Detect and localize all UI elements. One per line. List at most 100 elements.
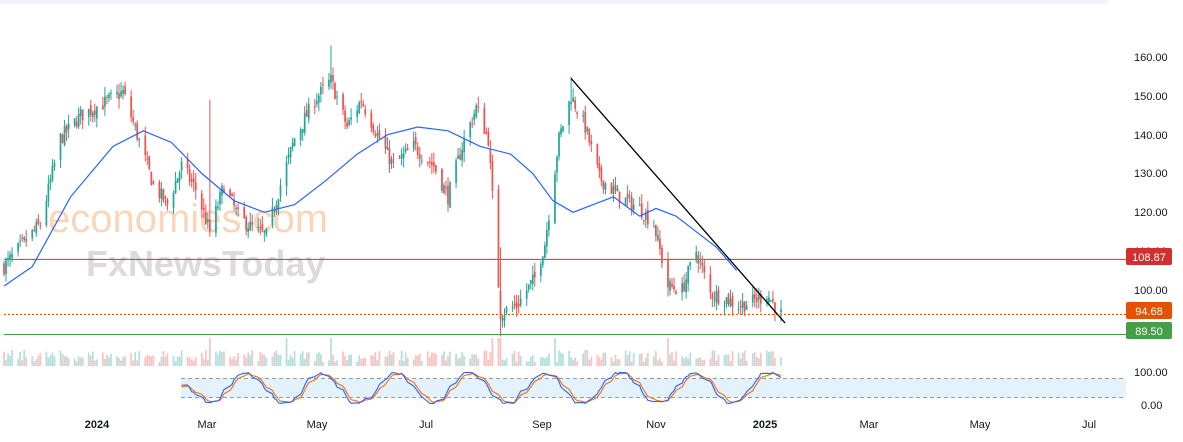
candle-body	[725, 297, 728, 305]
volume-bar	[190, 359, 193, 366]
volume-bar	[604, 352, 607, 366]
candle-body	[604, 183, 607, 190]
volume-bar	[586, 350, 589, 366]
volume-bar	[313, 361, 316, 366]
candle-body	[37, 218, 40, 224]
volume-bar	[558, 350, 560, 366]
candle-body	[108, 94, 110, 99]
volume-bar	[511, 353, 514, 366]
volume-bar	[342, 351, 344, 366]
candle-body	[319, 86, 322, 95]
candle-body	[737, 309, 740, 311]
volume-bar	[699, 357, 702, 366]
candle-body	[148, 156, 151, 170]
stochastic-d-line	[181, 372, 782, 404]
candle-body	[110, 93, 112, 95]
candle-body	[652, 226, 655, 228]
volume-bar	[305, 352, 308, 366]
volume-bar	[652, 356, 655, 366]
volume-bar	[106, 355, 108, 366]
candle-body	[263, 231, 266, 233]
volume-bar	[348, 354, 350, 366]
candle-body	[25, 238, 28, 242]
price-axis[interactable]: 160.00 150.00 140.00 130.00 120.00 110.0…	[1134, 52, 1168, 412]
volume-bar	[11, 350, 13, 366]
volume-bar	[102, 352, 104, 366]
candle-body	[669, 280, 671, 291]
volume-bar	[63, 356, 66, 366]
volume-bar	[229, 356, 231, 366]
candle-body	[449, 182, 451, 208]
candle-body	[743, 301, 746, 312]
volume-bar	[39, 353, 42, 366]
candle-body	[525, 290, 528, 299]
candle-body	[487, 131, 490, 146]
volume-bar	[273, 352, 276, 366]
candle-body	[517, 304, 520, 307]
time-label-jul: Jul	[419, 419, 433, 431]
candle-body	[766, 299, 768, 302]
candle-body	[152, 181, 155, 184]
volume-bar	[614, 354, 617, 366]
volume-bar	[435, 353, 437, 366]
candle-body	[632, 204, 635, 210]
candle-body	[259, 227, 262, 229]
volume-bar	[263, 354, 266, 366]
volume-bar	[110, 353, 112, 366]
candle-body	[757, 294, 760, 300]
volume-bar	[160, 356, 163, 366]
volume-bar	[598, 357, 601, 366]
descending-trendline	[570, 78, 786, 324]
candle-body	[51, 165, 54, 180]
candle-body	[59, 134, 62, 160]
candle-body	[223, 188, 225, 193]
candle-body	[235, 207, 237, 209]
candle-body	[265, 228, 268, 235]
volume-bar	[7, 353, 9, 366]
candle-body	[715, 291, 718, 303]
candle-body	[539, 264, 542, 276]
candle-body	[568, 101, 570, 125]
candle-body	[53, 162, 56, 168]
volume-bar	[757, 358, 760, 366]
candle-body	[378, 130, 381, 139]
volume-bar	[233, 356, 235, 366]
volume-bar	[673, 360, 675, 366]
candle-body	[315, 101, 318, 105]
candle-body	[473, 113, 476, 121]
candle-body	[164, 196, 167, 198]
candle-body	[426, 162, 429, 164]
candle-body	[47, 183, 50, 202]
volume-bar	[158, 361, 161, 366]
candle-body	[497, 189, 500, 288]
candle-body	[533, 271, 536, 278]
volume-bar	[697, 357, 700, 366]
candle-body	[667, 259, 669, 288]
candle-body	[21, 237, 24, 239]
candle-body	[285, 162, 288, 187]
candle-body	[463, 138, 466, 153]
candle-body	[659, 238, 661, 249]
volume-bar	[626, 354, 629, 366]
volume-bar	[420, 360, 423, 366]
volume-bar	[180, 350, 183, 366]
volume-bar	[346, 360, 348, 366]
candle-body	[118, 93, 120, 100]
candle-body	[202, 207, 205, 211]
volume-bar	[642, 361, 645, 366]
trendline[interactable]	[570, 78, 786, 324]
candle-body	[291, 142, 294, 148]
volume-bar	[576, 361, 579, 366]
horizontal-levels	[4, 258, 1126, 336]
volume-bar	[447, 356, 449, 366]
volume-bar	[279, 354, 282, 366]
candle-body	[11, 253, 13, 258]
volume-bar	[529, 356, 532, 366]
volume-bar	[303, 359, 306, 366]
volume-bar	[91, 351, 94, 366]
time-axis[interactable]: 2024 Mar May Jul Sep Nov 2025 Mar May Ju…	[85, 419, 1096, 431]
candle-body	[134, 124, 137, 126]
candle-body	[206, 219, 209, 222]
volume-bar	[527, 361, 530, 366]
